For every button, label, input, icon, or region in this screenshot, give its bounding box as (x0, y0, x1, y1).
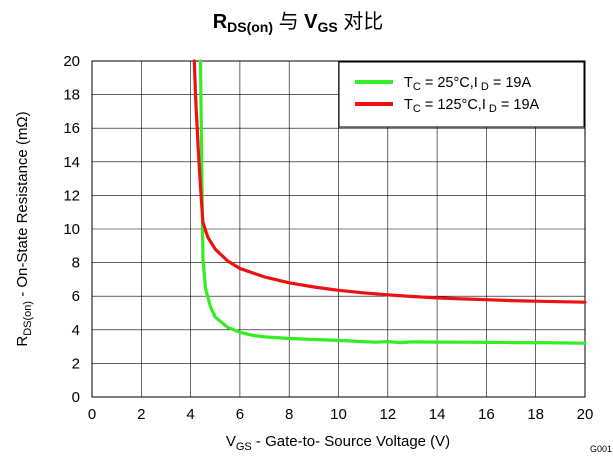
y-axis-ticks: 0 2 4 6 8 10 12 14 16 18 20 (63, 53, 80, 406)
x-axis-title: VGS - Gate-to- Source Voltage (V) (226, 433, 450, 453)
y-tick-label: 18 (63, 87, 80, 104)
y-tick-label: 8 (72, 255, 80, 272)
legend-label-125c: TC = 125°C,I D = 19A (404, 97, 540, 115)
x-tick-label: 20 (577, 406, 594, 423)
x-tick-label: 6 (236, 406, 244, 423)
x-tick-label: 0 (88, 406, 96, 423)
x-tick-label: 10 (330, 406, 347, 423)
series-group (192, 59, 587, 345)
x-tick-label: 12 (379, 406, 396, 423)
x-tick-label: 2 (137, 406, 145, 423)
y-tick-label: 10 (63, 221, 80, 238)
x-tick-label: 8 (285, 406, 293, 423)
y-tick-label: 20 (63, 53, 80, 70)
plot-area (91, 60, 586, 398)
series-line-125c (192, 59, 587, 304)
y-tick-label: 14 (63, 154, 80, 171)
y-tick-label: 0 (72, 389, 80, 406)
y-tick-label: 2 (72, 355, 80, 372)
y-tick-label: 16 (63, 120, 80, 137)
x-axis-ticks: 0 2 4 6 8 10 12 14 16 18 20 (88, 406, 594, 423)
x-tick-label: 4 (186, 406, 194, 423)
x-tick-label: 16 (478, 406, 495, 423)
figure-code: G001 (590, 444, 612, 454)
y-tick-label: 4 (72, 322, 80, 339)
legend: TC = 25°C,I D = 19A TC = 125°C,I D = 19A (338, 61, 585, 128)
y-tick-label: 6 (72, 288, 80, 305)
y-axis-title: RDS(on) - On-State Resistance (mΩ) (14, 111, 34, 346)
series-line-25c (198, 59, 587, 345)
y-tick-label: 12 (63, 187, 80, 204)
x-tick-label: 14 (429, 406, 446, 423)
chart-title: RDS(on) 与 VGS 对比 (213, 10, 384, 35)
x-tick-label: 18 (527, 406, 544, 423)
legend-box (338, 61, 585, 128)
legend-label-25c: TC = 25°C,I D = 19A (404, 75, 531, 93)
